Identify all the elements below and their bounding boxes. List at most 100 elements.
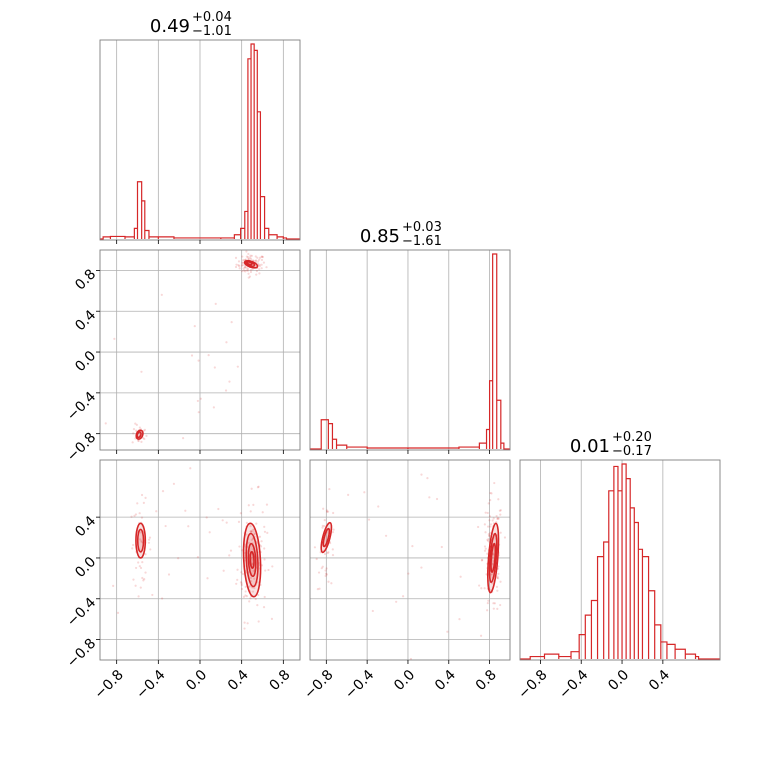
- scatter-point: [260, 258, 264, 262]
- scatter-point: [142, 579, 145, 582]
- scatter-point: [324, 574, 327, 578]
- scatter-point: [503, 536, 507, 539]
- scatter-point: [236, 568, 239, 571]
- scatter-point: [265, 503, 269, 506]
- scatter-point: [552, 510, 554, 512]
- scatter-point: [234, 256, 238, 259]
- scatter-point: [244, 585, 247, 588]
- scatter-point: [237, 263, 240, 267]
- x-tick-label: 0.0: [391, 667, 418, 694]
- scatter-point: [241, 261, 244, 264]
- scatter-point: [323, 519, 326, 522]
- scatter-point: [499, 580, 502, 583]
- histogram-step-0: [100, 43, 300, 240]
- scatter-point: [489, 491, 492, 495]
- scatter-point: [484, 531, 487, 534]
- scatter-point: [316, 588, 319, 591]
- scatter-point: [243, 627, 246, 630]
- scatter-point: [143, 437, 146, 441]
- scatter-point: [244, 594, 247, 597]
- scatter-point: [495, 585, 499, 589]
- scatter-point: [377, 505, 380, 508]
- scatter-point: [428, 496, 431, 499]
- scatter-point: [258, 258, 261, 261]
- scatter-point: [487, 525, 490, 528]
- scatter-point: [249, 510, 252, 513]
- x-tick-label: −0.8: [92, 667, 127, 702]
- scatter-point: [258, 272, 261, 275]
- scatter-point: [149, 548, 152, 551]
- scatter-point: [322, 507, 325, 510]
- scatter-point: [196, 555, 200, 559]
- scatter-point: [253, 532, 256, 536]
- scatter-point: [213, 366, 216, 369]
- contour-level: [322, 527, 331, 548]
- scatter-point: [250, 538, 253, 542]
- scatter-point: [497, 565, 500, 568]
- y-tick-label: −0.8: [64, 636, 99, 671]
- scatter-point: [496, 577, 500, 580]
- scatter-point: [140, 440, 143, 444]
- scatter-point: [315, 557, 318, 561]
- scatter-point: [409, 657, 413, 660]
- scatter-point: [261, 511, 264, 514]
- scatter-point: [323, 552, 327, 556]
- scatter-point: [496, 576, 499, 580]
- scatter-point: [263, 558, 266, 561]
- scatter-point: [252, 503, 255, 506]
- scatter-point: [243, 266, 247, 269]
- scatter-point: [321, 524, 324, 527]
- title-minus-error: −1.01: [192, 24, 232, 39]
- scatter-point: [317, 571, 321, 574]
- scatter-point: [245, 255, 249, 258]
- diagonal-title-2: 0.01 +0.20−0.17: [570, 430, 652, 459]
- x-tick-label: −0.8: [301, 667, 336, 702]
- contour-level: [136, 431, 142, 439]
- scatter-point: [241, 264, 244, 267]
- scatter-point: [240, 571, 243, 574]
- scatter-point: [187, 525, 190, 528]
- scatter-point: [147, 541, 151, 544]
- x-tick-label: 0.8: [267, 667, 294, 694]
- scatter-point: [497, 517, 500, 520]
- scatter-point: [221, 519, 224, 522]
- scatter-point: [206, 577, 209, 580]
- scatter-point: [488, 515, 492, 518]
- scatter-point: [254, 259, 258, 262]
- scatter-point: [484, 511, 487, 514]
- scatter-point: [480, 587, 483, 590]
- scatter-point: [270, 617, 274, 621]
- scatter-point: [243, 269, 246, 272]
- scatter-point: [229, 549, 233, 552]
- scatter-point: [459, 575, 462, 578]
- scatter-point: [254, 597, 257, 601]
- scatter-point: [247, 504, 250, 507]
- scatter-point: [236, 365, 239, 368]
- scatter-point: [145, 434, 148, 437]
- scatter-point: [172, 482, 176, 485]
- title-plus-error: +0.03: [402, 220, 442, 235]
- scatter-point: [161, 490, 165, 493]
- scatter-point: [497, 498, 500, 501]
- scatter-point: [142, 437, 145, 440]
- scatter-point: [258, 265, 261, 268]
- histogram-step-2: [520, 463, 720, 660]
- scatter-point: [492, 602, 495, 605]
- scatter-point: [197, 359, 200, 362]
- scatter-point: [249, 525, 252, 528]
- scatter-point: [258, 256, 262, 259]
- scatter-point: [496, 517, 499, 520]
- title-minus-error: −0.17: [612, 444, 652, 459]
- title-median: 0.85: [360, 226, 400, 247]
- scatter-point: [249, 256, 252, 259]
- scatter-point: [320, 567, 323, 570]
- scatter-point: [235, 582, 238, 585]
- scatter-point: [489, 499, 492, 502]
- scatter-point: [144, 496, 147, 500]
- x-tick-label: 0.0: [605, 667, 632, 694]
- scatter-point: [479, 634, 483, 637]
- contour-level: [249, 551, 255, 569]
- scatter-point: [225, 341, 228, 344]
- scatter-point: [483, 549, 487, 552]
- scatter-point: [259, 545, 263, 548]
